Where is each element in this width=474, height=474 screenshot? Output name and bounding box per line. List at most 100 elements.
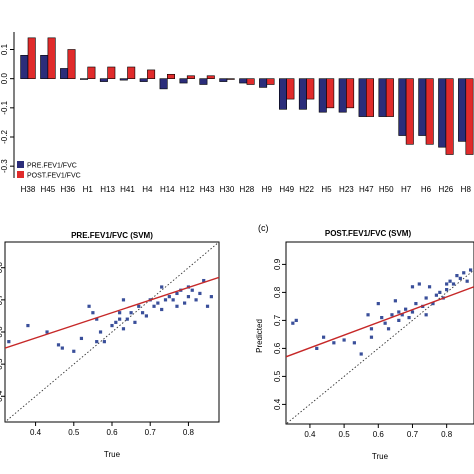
bar-y-tick-label: -0.2 [0,130,9,144]
bar-x-tick-label: H36 [60,185,75,194]
legend-label-pre: PRE.FEV1/FVC [27,163,77,170]
scatter-point [366,313,370,317]
bar-x-tick-label: H49 [279,185,294,194]
scatter-point [121,298,126,302]
bar-x-tick-label: H41 [120,185,135,194]
bar-y-tick-label: -0.3 [0,159,9,173]
bar-pre [119,78,128,81]
bar-pre [80,78,89,80]
x-tick-label: 0.5 [339,430,351,439]
bar-post [306,78,315,100]
scatter-point [448,279,452,283]
bar-pre [99,78,108,82]
scatter-point [397,318,401,322]
bar-post [385,78,394,117]
scatter-point [414,302,418,306]
panel-letter-c: (c) [258,223,269,233]
bar-post [186,75,195,79]
bar-post [167,73,176,79]
bar-y-tick-label: 0.0 [0,73,9,85]
scatter-point [397,310,401,314]
scatter-point [186,295,191,299]
y-tick-label: 0.6 [273,342,282,354]
scatter-point [118,317,122,321]
y-tick-label: 0.7 [0,294,4,306]
scatter-point [205,304,210,308]
bar-pre [458,78,467,142]
y-tick-label: 0.5 [0,358,4,370]
bar-x-tick-label: H6 [421,185,432,194]
scatter-point [359,352,363,356]
bar-x-tick-label: H7 [401,185,412,194]
scatter-point [95,340,99,344]
identity-line [286,269,474,424]
scatter-post-xlabel: True [372,452,389,461]
bar-pre [438,78,447,148]
scatter-point [91,311,95,315]
regression-line [286,286,474,358]
scatter-point [455,274,459,278]
scatter-point [198,291,202,296]
bar-pre [139,78,148,82]
bar-x-tick-label: H26 [439,185,454,194]
legend-swatch-post [17,171,24,178]
scatter-point [291,321,295,325]
bar-post [127,66,136,79]
bar-pre [20,55,29,79]
scatter-point [175,304,179,308]
bar-pre [219,78,228,82]
bar-chart-legend: PRE.FEV1/FVC POST.FEV1/FVC [17,161,81,180]
bar-chart: -0.3 -0.2 -0.1 0.0 0.1 H38 H45 H36 H1 H13 H41 H4 H1… [0,32,474,194]
scatter-point [434,293,438,297]
bar-pre [378,78,387,117]
scatter-point [160,285,164,289]
scatter-point [79,336,84,341]
bar-x-tick-label: H28 [240,185,255,194]
bar-x-tick-label: H5 [321,185,332,194]
bar-x-tick-label: H23 [339,185,354,194]
bar-pre [40,55,49,79]
scatter-point [209,295,213,299]
bar-y-tick-label: -0.1 [0,100,9,114]
bar-x-tick-label: H14 [160,185,175,194]
scatter-point [56,343,61,347]
bar-x-tick-label: H43 [200,185,215,194]
scatter-point [60,346,64,350]
bar-x-tick-label: H9 [262,185,273,194]
bar-x-tick-label: H4 [142,185,153,194]
bar-pre [298,78,307,110]
scatter-post-ylabel: Predicted [255,319,264,353]
scatter-point [26,323,30,328]
x-tick-label: 0.8 [183,428,195,437]
scatter-point [352,341,356,345]
scatter-point [424,296,428,300]
scatter-point [171,298,175,302]
bar-post [67,49,76,79]
bar-x-tick-label: H30 [220,185,235,194]
scatter-point [95,317,99,321]
bar-post [346,78,355,109]
y-tick-label: 0.6 [0,326,4,338]
scatter-pre: PRE.FEV1/FVC (SVM) 0.4 0.5 0.6 0.7 0.8 0.4 0.5… [0,231,220,459]
scatter-point [417,282,421,286]
bar-pre [159,78,168,90]
scatter-point [152,304,156,308]
scatter-point [468,268,473,272]
x-tick-label: 0.5 [68,428,80,437]
scatter-point [332,341,336,345]
bar-post [425,78,434,145]
scatter-point [125,317,129,321]
scatter-point [163,298,168,302]
identity-line [5,242,219,422]
legend-swatch-pre [17,161,24,168]
y-tick-label: 0.8 [0,262,4,274]
x-tick-label: 0.4 [30,428,42,437]
y-tick-label: 0.7 [273,314,282,326]
scatter-point [98,330,103,334]
scatter-point [167,295,171,299]
scatter-post-title: POST.FEV1/FVC (SVM) [325,229,412,238]
scatter-point [129,311,133,315]
scatter-point [410,285,415,289]
scatter-point [110,323,114,328]
